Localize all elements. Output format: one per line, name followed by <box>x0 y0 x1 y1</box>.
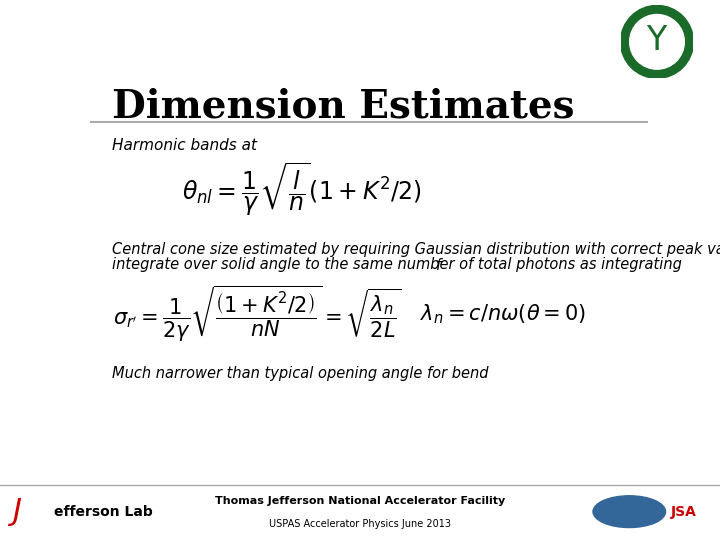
Text: $\sigma_{r'} = \dfrac{1}{2\gamma}\sqrt{\dfrac{\left(1+K^2/2\right)}{nN}} = \sqrt: $\sigma_{r'} = \dfrac{1}{2\gamma}\sqrt{\… <box>113 284 402 345</box>
Text: JSA: JSA <box>671 505 697 518</box>
Text: Central cone size estimated by requiring Gaussian distribution with correct peak: Central cone size estimated by requiring… <box>112 241 720 256</box>
Circle shape <box>621 5 693 78</box>
Text: Dimension Estimates: Dimension Estimates <box>112 87 575 126</box>
Text: integrate over solid angle to the same number of total photons as integrating: integrate over solid angle to the same n… <box>112 257 687 272</box>
Text: Much narrower than typical opening angle for bend: Much narrower than typical opening angle… <box>112 366 489 381</box>
Text: $\Upsilon$: $\Upsilon$ <box>646 24 668 57</box>
Circle shape <box>630 15 684 69</box>
Text: $\theta_{nl} = \dfrac{1}{\gamma}\sqrt{\dfrac{l}{n}}\left(1 + K^2/2\right)$: $\theta_{nl} = \dfrac{1}{\gamma}\sqrt{\d… <box>182 161 422 218</box>
Text: $f$: $f$ <box>435 257 444 273</box>
Text: $\lambda_n = c/n\omega(\theta = 0)$: $\lambda_n = c/n\omega(\theta = 0)$ <box>420 302 586 326</box>
Text: USPAS Accelerator Physics June 2013: USPAS Accelerator Physics June 2013 <box>269 519 451 529</box>
Text: efferson Lab: efferson Lab <box>54 505 153 518</box>
Text: Thomas Jefferson National Accelerator Facility: Thomas Jefferson National Accelerator Fa… <box>215 496 505 507</box>
Circle shape <box>593 496 665 528</box>
Text: Harmonic bands at: Harmonic bands at <box>112 138 257 153</box>
Text: $\mathit{J}$: $\mathit{J}$ <box>6 496 22 528</box>
